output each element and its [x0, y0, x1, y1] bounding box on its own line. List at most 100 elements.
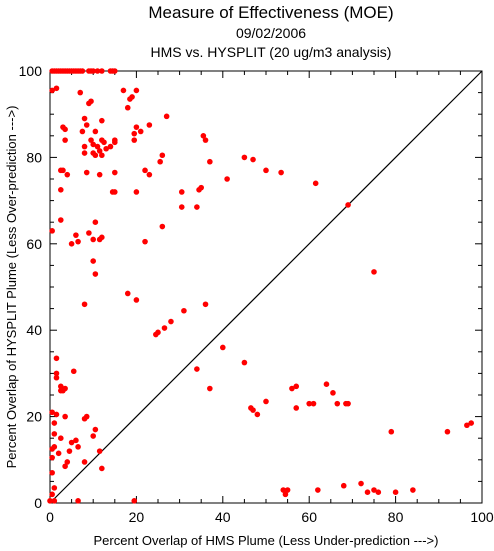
data-point [375, 489, 382, 496]
data-point [49, 491, 55, 498]
data-point [90, 141, 96, 148]
data-point [79, 128, 86, 135]
data-point [112, 68, 118, 74]
data-point [133, 297, 140, 303]
data-point [153, 331, 159, 338]
y-tick-label: 0 [34, 495, 42, 511]
data-point [133, 87, 140, 94]
data-point [178, 189, 185, 195]
data-point [202, 137, 209, 143]
data-point [133, 189, 140, 195]
data-point [142, 167, 148, 174]
data-point [293, 383, 300, 390]
x-tick-label: 0 [46, 509, 54, 525]
data-point [53, 370, 60, 377]
y-tick-label: 20 [26, 409, 42, 425]
data-point [112, 189, 118, 195]
data-point [263, 167, 269, 174]
data-point [62, 413, 68, 420]
data-point [250, 156, 256, 163]
data-point [131, 498, 138, 504]
data-point [99, 465, 105, 472]
data-point [263, 398, 269, 405]
data-point [73, 437, 79, 444]
data-point [334, 400, 341, 407]
data-point [392, 489, 399, 496]
data-point [58, 383, 64, 390]
data-point [250, 407, 256, 413]
data-point [92, 219, 99, 225]
data-point [146, 122, 153, 128]
data-point [58, 187, 64, 193]
data-point [53, 374, 60, 381]
data-point [77, 89, 84, 96]
data-point [51, 420, 58, 426]
data-point [129, 94, 135, 100]
data-point [99, 234, 105, 241]
data-point [90, 258, 96, 264]
data-point [207, 158, 213, 165]
data-point [92, 128, 99, 135]
data-point [112, 139, 118, 146]
x-tick-label: 40 [215, 509, 231, 525]
data-point [92, 426, 99, 433]
data-point [90, 433, 96, 439]
data-point [468, 420, 475, 426]
data-point [51, 485, 58, 491]
data-point [75, 444, 81, 450]
data-point [163, 113, 170, 120]
data-point [124, 290, 131, 297]
data-point [88, 137, 94, 143]
data-point [198, 184, 204, 191]
x-tick-label: 80 [388, 509, 404, 525]
data-point [278, 169, 284, 176]
y-tick-label: 40 [26, 322, 42, 338]
data-point [64, 459, 71, 465]
data-point [55, 450, 62, 457]
data-point [194, 204, 200, 210]
data-point [90, 236, 96, 243]
data-point [75, 238, 81, 245]
y-axis-label: Percent Overlap of HYSPLIT Plume (Less O… [4, 106, 19, 469]
data-point [92, 152, 99, 159]
data-point [207, 385, 213, 392]
data-point [90, 68, 96, 74]
data-point [120, 87, 127, 94]
data-point [81, 115, 88, 122]
data-point [53, 411, 60, 418]
data-point [124, 104, 131, 111]
data-point [49, 409, 55, 416]
data-point [159, 152, 166, 159]
data-point [86, 230, 92, 236]
data-point [315, 487, 321, 493]
data-point [83, 169, 90, 176]
data-point [99, 117, 105, 124]
y-tick-label: 60 [26, 236, 42, 252]
data-point [254, 411, 261, 418]
y-tick-label: 80 [26, 149, 42, 165]
data-point [81, 459, 88, 465]
data-point [83, 122, 90, 128]
data-point [66, 448, 73, 454]
data-point [70, 368, 77, 375]
data-point [79, 68, 86, 74]
data-point [99, 152, 105, 159]
x-tick-label: 60 [301, 509, 317, 525]
data-point [51, 431, 58, 437]
x-axis-label: Percent Overlap of HMS Plume (Less Under… [94, 533, 439, 548]
data-point [81, 143, 88, 150]
data-point [137, 128, 144, 135]
chart-title: Measure of Effectiveness (MOE) [148, 3, 393, 22]
data-point [168, 318, 174, 325]
data-point [280, 487, 287, 493]
data-point [112, 169, 118, 176]
data-point [310, 400, 317, 407]
data-point [306, 400, 313, 407]
data-point [371, 487, 377, 493]
data-point [133, 124, 140, 130]
data-points [47, 68, 475, 504]
chart-subtitle-comparison: HMS vs. HYSPLIT (20 ug/m3 analysis) [151, 44, 392, 60]
data-point [146, 171, 153, 178]
data-point [220, 344, 226, 351]
